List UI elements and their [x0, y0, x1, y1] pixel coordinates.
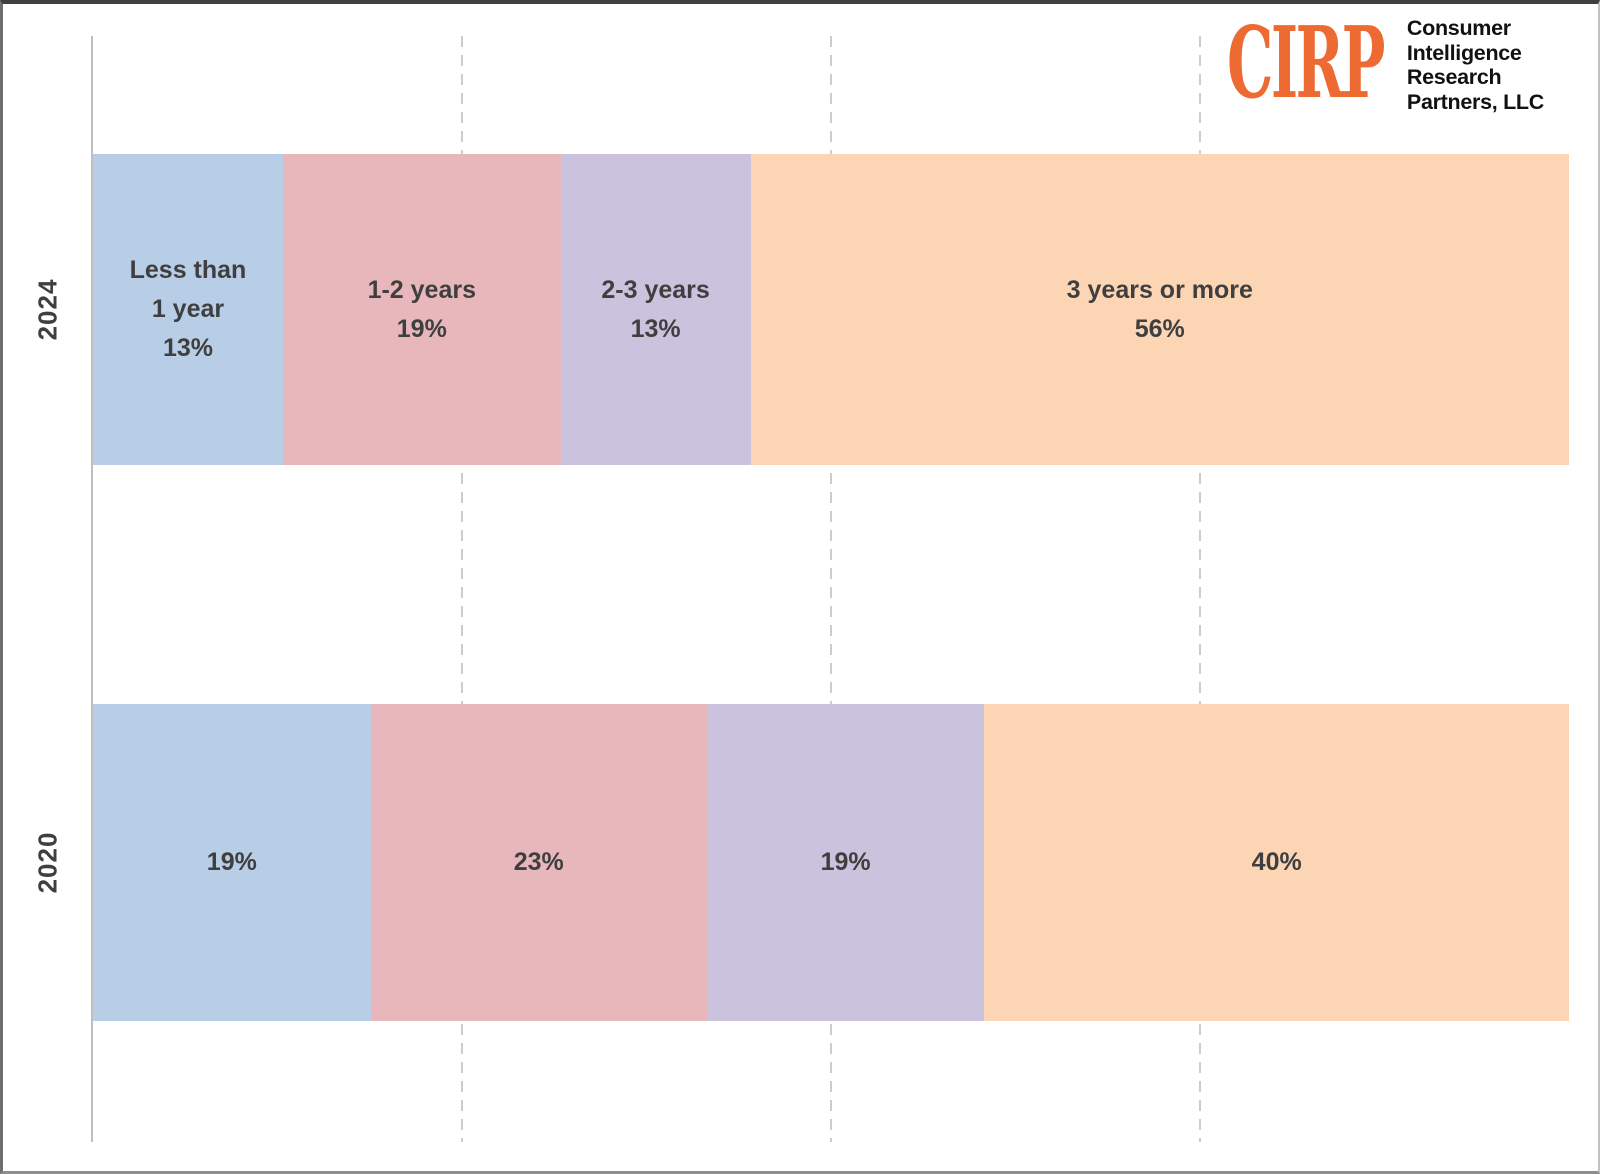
segment-label-line: 1 year	[151, 295, 225, 324]
y-label-2024-text: 2024	[32, 278, 63, 341]
gridline-50pct	[830, 36, 832, 1142]
segment-2020-1-2-years: 23%	[370, 704, 707, 1021]
logo-company-line: Partners, LLC	[1406, 89, 1544, 114]
segment-label-line: 3 years or more	[1066, 275, 1253, 304]
y-label-2020-text: 2020	[32, 831, 63, 894]
segment-2024-3-years-or-more: 3 years or more 56%	[750, 154, 1569, 465]
logo-company-line: Consumer	[1406, 16, 1511, 40]
cirp-logo: CIRP Consumer Intelligence Research Part…	[1227, 14, 1544, 116]
segment-label-line: Less than	[129, 256, 247, 285]
segment-label-line: 13%	[630, 314, 681, 343]
gridline-75pct	[1199, 36, 1201, 1142]
segment-label-line: 19%	[820, 848, 871, 877]
logo-company-line: Intelligence	[1406, 40, 1522, 65]
bar-2020: 19% 23% 19% 40%	[93, 704, 1569, 1021]
bar-2024: Less than 1 year 13% 1-2 years 19% 2-3 years 1…	[93, 154, 1569, 465]
segment-label-line: 13%	[162, 333, 213, 362]
segment-label-line: 23%	[513, 848, 564, 877]
segment-2020-2-3-years: 19%	[706, 704, 985, 1021]
y-label-2024: 2024	[3, 154, 93, 465]
segment-label-line: 56%	[1134, 314, 1185, 343]
cirp-logo-acronym-box: CIRP	[1227, 14, 1399, 116]
logo-company-line: Research	[1406, 65, 1502, 89]
gridline-25pct	[461, 36, 463, 1142]
segment-2020-3-years-or-more: 40%	[984, 704, 1569, 1021]
segment-2020-less-than-1-year: 19%	[93, 704, 371, 1021]
segment-2024-less-than-1-year: Less than 1 year 13%	[93, 154, 283, 465]
cirp-logo-company-name: Consumer Intelligence Research Partners,…	[1407, 16, 1544, 114]
segment-label-line: 2-3 years	[601, 275, 710, 304]
segment-label-line: 19%	[206, 848, 257, 877]
y-label-2020: 2020	[3, 704, 93, 1021]
segment-label-line: 40%	[1251, 848, 1302, 877]
plot-area: Less than 1 year 13% 1-2 years 19% 2-3 years 1…	[91, 36, 1569, 1142]
segment-label-line: 19%	[396, 314, 447, 343]
cirp-logo-acronym: CIRP	[1226, 5, 1385, 122]
segment-2024-1-2-years: 1-2 years 19%	[282, 154, 561, 465]
y-axis-line	[91, 36, 93, 1142]
segment-label-line: 1-2 years	[367, 275, 477, 304]
segment-2024-2-3-years: 2-3 years 13%	[560, 154, 751, 465]
